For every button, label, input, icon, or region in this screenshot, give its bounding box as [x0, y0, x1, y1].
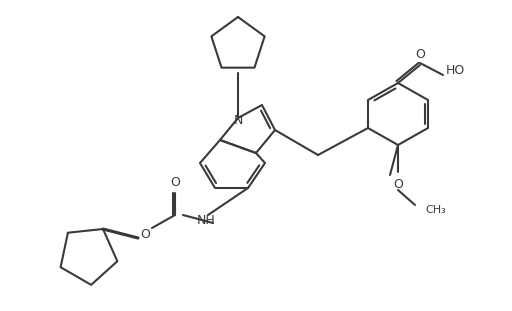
Text: O: O	[170, 177, 180, 189]
Text: O: O	[140, 229, 150, 242]
Text: CH₃: CH₃	[425, 205, 446, 215]
Text: NH: NH	[197, 213, 216, 226]
Text: N: N	[233, 114, 243, 127]
Text: O: O	[393, 179, 403, 192]
Text: O: O	[415, 49, 425, 62]
Text: HO: HO	[445, 63, 464, 77]
